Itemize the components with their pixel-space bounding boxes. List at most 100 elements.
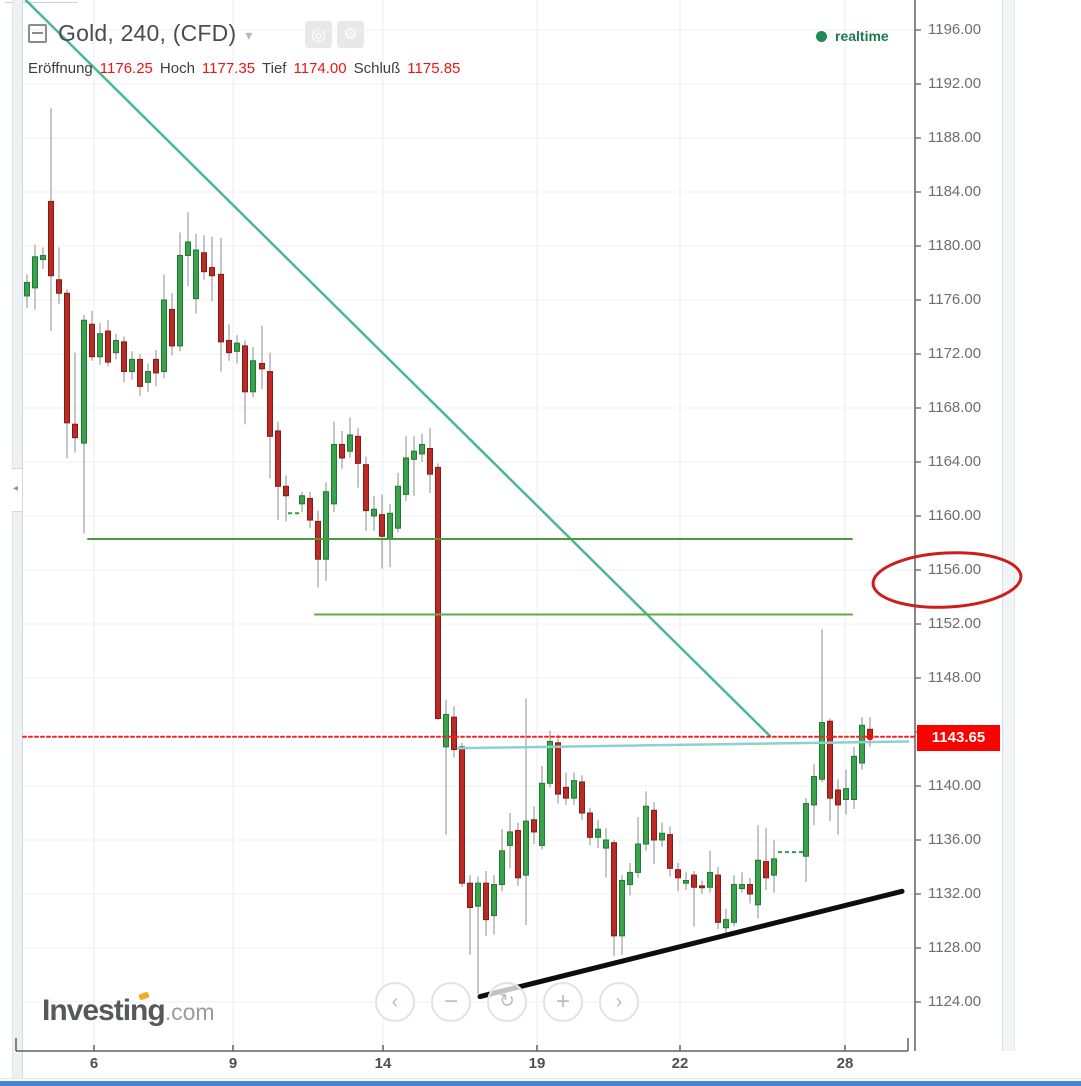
candle-up [387, 512, 393, 540]
candle-down [587, 812, 593, 838]
candle-up [723, 919, 729, 929]
snapshot-button[interactable]: ◎ [305, 21, 332, 48]
candle-up [371, 508, 377, 517]
candle-up [523, 820, 529, 876]
instrument-header: Gold, 240, (CFD) ▾ [28, 16, 252, 50]
close-label: Schluß [353, 60, 401, 77]
candle-up [193, 249, 199, 300]
candle-down [275, 430, 281, 487]
candle-up [619, 880, 625, 937]
candle-up [250, 360, 256, 393]
candle-down [218, 273, 224, 343]
sidebar-collapse-button[interactable]: ◂ [12, 468, 23, 512]
candle-up [299, 495, 305, 505]
y-axis-label: 1160.00 [928, 507, 982, 524]
low-label: Tief [262, 60, 287, 77]
reload-button[interactable]: ↻ [487, 982, 527, 1022]
y-axis-label: 1128.00 [928, 939, 982, 956]
candle-down [579, 781, 585, 814]
open-value: 1176.25 [99, 60, 153, 77]
resistance-line-1143 [456, 740, 910, 750]
candle-down [763, 861, 769, 879]
y-axis-label: 1156.00 [928, 561, 982, 578]
chevron-down-icon[interactable]: ▾ [245, 26, 253, 43]
candle-down [427, 448, 433, 475]
y-axis-label: 1164.00 [928, 453, 982, 470]
candle-up [234, 342, 240, 352]
candle-up [331, 443, 337, 505]
bottom-divider [0, 1078, 1081, 1079]
x-axis-label: 6 [89, 1055, 99, 1072]
uptrend-line-black [477, 888, 905, 1000]
candle-down [563, 786, 569, 799]
logo-text: Investing [42, 994, 166, 1027]
candle-down [226, 340, 232, 354]
candle-up [419, 443, 425, 455]
zoom-out-button[interactable]: − [431, 982, 471, 1022]
candle-down [209, 267, 215, 277]
high-value: 1177.35 [201, 60, 256, 77]
y-axis-label: 1124.00 [928, 993, 982, 1010]
candle-up [507, 831, 513, 846]
candle-down [283, 485, 289, 497]
candle-up [491, 884, 497, 917]
candle-down [355, 435, 361, 464]
chevron-left-icon: ◂ [13, 483, 19, 494]
y-axis-label: 1132.00 [928, 885, 982, 902]
candle-up [395, 485, 401, 529]
candle-down [64, 292, 70, 424]
candle-up [771, 858, 777, 876]
ohlc-legend: Eröffnung 1176.25 Hoch 1177.35 Tief 1174.00 Sc… [28, 60, 467, 77]
y-axis-label: 1148.00 [928, 669, 982, 686]
candle-down [48, 200, 54, 277]
window-icon [28, 23, 47, 43]
candle-up [443, 713, 449, 748]
candle-up [145, 371, 151, 383]
candle-down [747, 884, 753, 895]
candle-down [515, 830, 521, 879]
candle-down [315, 520, 321, 560]
candle-down [267, 371, 273, 437]
candle-down [451, 716, 457, 751]
downtrend-line [24, 0, 772, 738]
candle-down [699, 885, 705, 889]
investing-logo[interactable]: Investing.com [42, 991, 215, 1028]
candle-down [483, 882, 489, 921]
pan-right-button[interactable]: › [599, 982, 639, 1022]
y-axis-label: 1176.00 [928, 291, 982, 308]
candle-down [137, 358, 143, 387]
collapsed-sidebar-strip [12, 0, 23, 1078]
candle-up [113, 340, 119, 354]
candle-up [595, 828, 601, 838]
zoom-in-button[interactable]: + [543, 982, 583, 1022]
candle-up [97, 333, 103, 358]
candle-up [32, 256, 38, 289]
candle-down [169, 308, 175, 347]
candle-down [555, 742, 561, 795]
realtime-badge: realtime [816, 28, 889, 44]
candle-up [403, 457, 409, 495]
x-axis-label: 14 [374, 1055, 392, 1072]
axis-scroll-strip [1002, 0, 1015, 1051]
x-axis-label: 9 [228, 1055, 238, 1072]
x-axis-label: 19 [528, 1055, 546, 1072]
candle-up [539, 782, 545, 846]
high-label: Hoch [159, 60, 195, 77]
candle-up [129, 358, 135, 373]
minus-icon: − [443, 988, 458, 1015]
x-axis-label: 22 [671, 1055, 689, 1072]
y-axis-label: 1172.00 [928, 345, 982, 362]
candle-up [859, 724, 865, 764]
candle-down [153, 358, 159, 374]
candle-down [827, 720, 833, 799]
candle-down [435, 466, 441, 719]
candle-down [72, 423, 78, 439]
top-edge-divider [5, 2, 78, 3]
candle-down [121, 341, 127, 373]
y-axis-label: 1140.00 [928, 777, 982, 794]
pan-left-button[interactable]: ‹ [375, 982, 415, 1022]
refresh-icon: ↻ [499, 991, 515, 1012]
candle-down [89, 323, 95, 358]
chevron-left-icon: ‹ [391, 991, 399, 1013]
